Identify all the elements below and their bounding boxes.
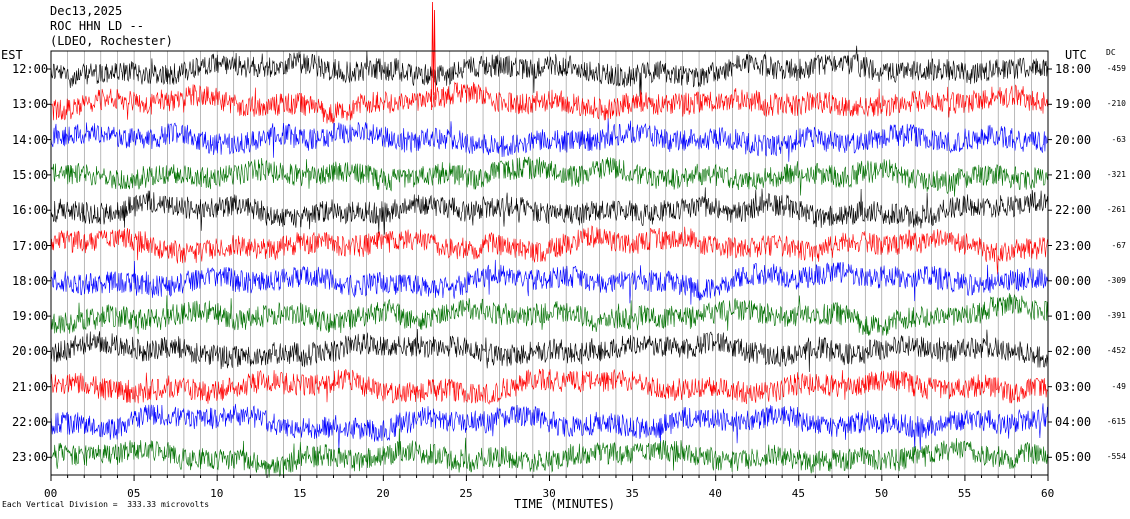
- est-hour-label: 13:00: [12, 97, 49, 112]
- est-hour-label: 12:00: [12, 62, 49, 76]
- dc-offset-label: -49: [1111, 381, 1126, 391]
- x-tick-label: 05: [127, 487, 141, 500]
- dc-offset-label: -615: [1106, 417, 1126, 426]
- left-timezone-label: EST: [1, 48, 23, 62]
- utc-hour-label: 20:00: [1055, 132, 1092, 147]
- trace-line: [50, 187, 1049, 235]
- trace-line: [50, 225, 1049, 275]
- trace-line: [50, 403, 1049, 450]
- dc-offset-label: -309: [1106, 275, 1126, 285]
- utc-hour-label: 02:00: [1055, 344, 1092, 359]
- x-tick-label: 45: [791, 487, 805, 500]
- est-hour-label: 18:00: [12, 273, 49, 288]
- x-tick-label: 10: [210, 487, 224, 500]
- trace-line: [50, 328, 1049, 373]
- dc-offset-label: -321: [1106, 169, 1126, 179]
- utc-hour-label: 04:00: [1055, 415, 1092, 429]
- header-location: (LDEO, Rochester): [50, 34, 173, 48]
- est-hour-label: 23:00: [12, 450, 49, 465]
- trace-line: [50, 81, 1049, 124]
- header-title-date: Dec13,2025: [50, 4, 123, 18]
- x-tick-label: 55: [957, 487, 972, 500]
- x-tick-label: 25: [459, 487, 473, 500]
- dc-offset-label: -452: [1106, 346, 1126, 356]
- trace-line: [50, 156, 1049, 197]
- est-hour-label: 15:00: [12, 167, 49, 182]
- est-hour-label: 17:00: [12, 238, 49, 253]
- x-tick-label: 15: [293, 487, 307, 500]
- dc-offset-label: -210: [1106, 99, 1126, 109]
- dc-offset-label: -261: [1106, 205, 1126, 215]
- est-hour-label: 20:00: [12, 344, 49, 359]
- x-tick-label: 00: [44, 487, 58, 500]
- utc-hour-label: 23:00: [1055, 238, 1092, 253]
- x-tick-label: 40: [708, 487, 722, 500]
- est-hour-label: 22:00: [12, 415, 49, 429]
- x-tick-label: 20: [376, 487, 390, 500]
- x-tick-label: 60: [1041, 487, 1055, 500]
- x-tick-label: 35: [625, 487, 639, 500]
- dc-offset-label: -554: [1106, 452, 1126, 462]
- utc-hour-label: 22:00: [1055, 203, 1092, 218]
- tick-layer: [47, 68, 1052, 481]
- dc-offset-label: -63: [1111, 134, 1126, 144]
- utc-hour-label: 18:00: [1055, 62, 1092, 76]
- plot-grid: [67, 51, 1032, 475]
- trace-line: [50, 118, 1049, 162]
- utc-hour-label: 00:00: [1055, 273, 1092, 288]
- utc-hour-label: 21:00: [1055, 167, 1092, 182]
- footer-note: Each Vertical Division = 333.33 microvol…: [2, 500, 210, 509]
- est-hour-label: 21:00: [12, 379, 49, 394]
- utc-hour-label: 01:00: [1055, 309, 1092, 324]
- est-hour-label: 16:00: [12, 203, 49, 218]
- dc-header-label: DC: [1106, 48, 1116, 57]
- utc-hour-label: 03:00: [1055, 379, 1092, 394]
- est-hour-label: 19:00: [12, 309, 49, 324]
- trace-line: [50, 428, 1049, 478]
- dc-offset-label: -391: [1106, 311, 1126, 321]
- trace-line: [50, 259, 1049, 305]
- x-tick-label: 50: [874, 487, 889, 500]
- trace-spike: [431, 1, 436, 111]
- trace-line: [50, 293, 1049, 336]
- right-timezone-label: UTC: [1065, 48, 1087, 62]
- dc-offset-label: -459: [1106, 64, 1126, 73]
- trace-layer: [50, 1, 1049, 478]
- trace-line: [50, 45, 1049, 97]
- utc-hour-label: 05:00: [1055, 450, 1092, 465]
- x-axis-title: TIME (MINUTES): [514, 497, 616, 511]
- est-hour-label: 14:00: [12, 132, 49, 147]
- header-station: ROC HHN LD --: [50, 19, 144, 33]
- utc-hour-label: 19:00: [1055, 97, 1092, 112]
- dc-offset-label: -67: [1111, 240, 1126, 250]
- trace-line: [50, 368, 1049, 405]
- x-tick-label: 30: [542, 487, 556, 500]
